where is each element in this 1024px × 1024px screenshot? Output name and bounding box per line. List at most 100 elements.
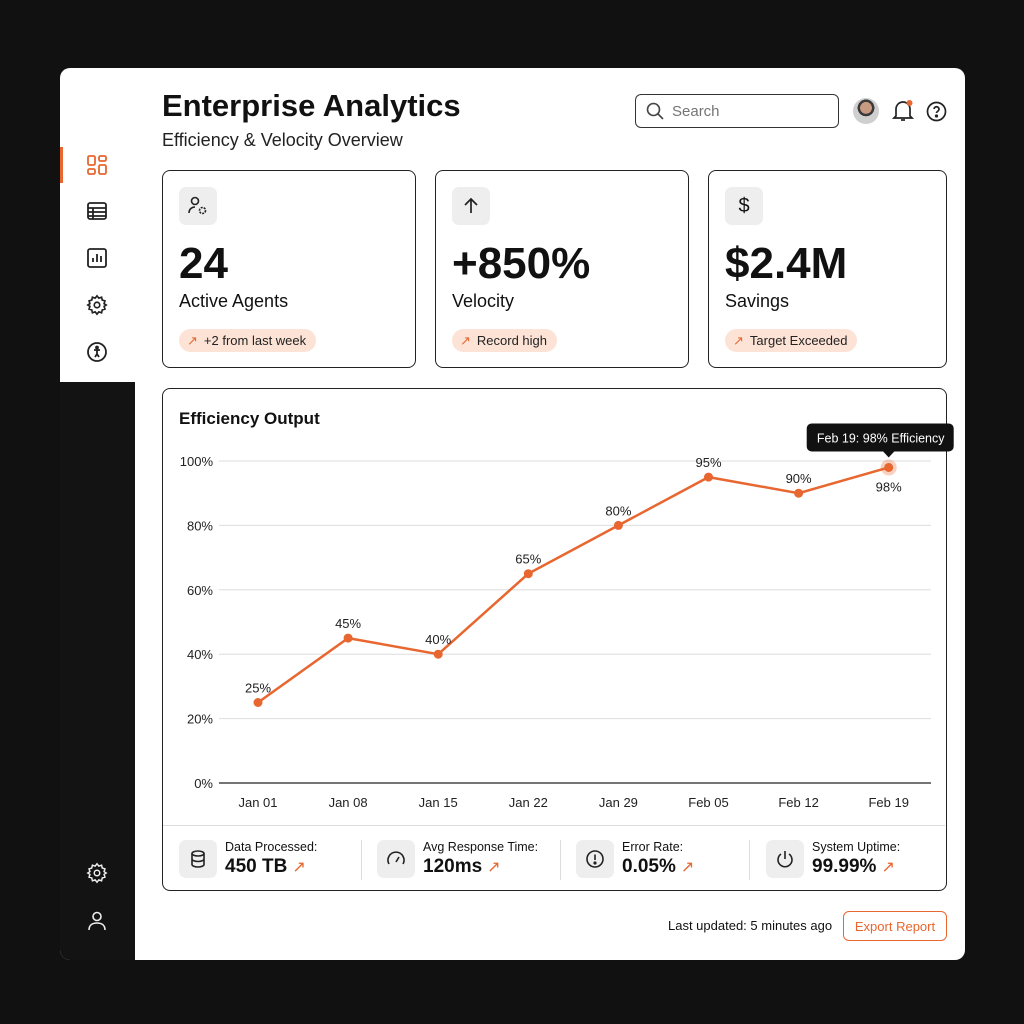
data-label: 95%	[695, 455, 721, 470]
data-point	[794, 488, 804, 498]
data-point	[884, 462, 894, 472]
tooltip-box	[806, 423, 954, 452]
data-point	[343, 633, 353, 643]
metric-value: 450 TB ↗	[225, 856, 306, 878]
x-tick-label: Jan 22	[509, 795, 548, 810]
metric-label: Error Rate:	[622, 840, 684, 854]
metric-value-text: 0.05%	[622, 856, 676, 877]
arrow-up-right-icon: ↗	[881, 859, 895, 876]
stat-badge: ↗ Record high	[452, 329, 558, 352]
y-tick-label: 20%	[187, 712, 213, 727]
page-title: Enterprise Analytics	[162, 88, 461, 123]
divider	[749, 840, 750, 880]
active-indicator	[60, 147, 63, 183]
last-updated: Last updated: 5 minutes ago	[668, 918, 833, 933]
metric-value-text: 450 TB	[225, 856, 288, 877]
export-report-button[interactable]: Export Report	[843, 911, 947, 941]
stat-badge: ↗ Target Exceeded	[725, 329, 858, 352]
accessibility-icon	[87, 342, 107, 362]
dashboard-icon	[87, 155, 107, 175]
arrow-up-right-icon: ↗	[733, 332, 744, 348]
power-icon	[777, 851, 793, 868]
badge-text: Target Exceeded	[749, 333, 848, 348]
data-point	[704, 472, 713, 482]
data-label: 25%	[245, 681, 271, 696]
data-label: 45%	[335, 616, 361, 631]
x-tick-label: Feb 19	[868, 795, 908, 810]
arrow-up-right-icon: ↗	[187, 332, 198, 348]
data-point	[433, 649, 443, 659]
y-tick-label: 100%	[180, 454, 214, 469]
sidebar-item-table[interactable]	[82, 196, 112, 226]
metric-label: Data Processed:	[225, 840, 318, 854]
stat-label: Savings	[725, 291, 790, 311]
sidebar-item-settings-bottom[interactable]	[82, 858, 112, 888]
stat-value: $2.4M	[725, 239, 848, 288]
data-label: 98%	[876, 479, 902, 494]
x-tick-label: Jan 15	[419, 795, 458, 810]
y-tick-label: 0%	[194, 776, 213, 791]
tooltip-pointer	[882, 450, 895, 458]
metric-label: System Uptime:	[812, 840, 901, 854]
search-input[interactable]	[672, 102, 822, 120]
data-label: 65%	[515, 552, 541, 567]
data-label: 90%	[786, 471, 812, 486]
avatar[interactable]	[853, 98, 879, 124]
sidebar-item-settings[interactable]	[82, 290, 112, 320]
alert-circle-icon	[586, 850, 604, 868]
stat-label: Active Agents	[179, 291, 289, 311]
stat-label: Velocity	[452, 291, 515, 311]
stat-card-active-agents: 24 Active Agents ↗ +2 from last week	[162, 170, 416, 368]
y-tick-label: 80%	[187, 518, 213, 533]
metric-value: 99.99% ↗	[812, 856, 895, 878]
dollar-icon: $	[738, 194, 750, 217]
divider	[560, 840, 561, 880]
arrow-up-right-icon: ↗	[460, 332, 471, 348]
page-subtitle: Efficiency & Velocity Overview	[162, 130, 403, 150]
help-icon[interactable]	[926, 101, 947, 122]
user-icon	[88, 911, 106, 931]
badge-text: +2 from last week	[203, 333, 307, 348]
x-tick-label: Jan 01	[238, 795, 277, 810]
x-tick-label: Feb 05	[688, 795, 728, 810]
metric-label: Avg Response Time:	[423, 840, 539, 854]
stat-value: 24	[179, 239, 228, 288]
user-gear-icon	[188, 196, 207, 215]
search-box[interactable]	[635, 94, 839, 128]
database-icon	[191, 850, 205, 868]
metric-value-text: 99.99%	[812, 856, 877, 877]
data-point	[253, 698, 263, 707]
arrow-up-right-icon: ↗	[292, 859, 306, 876]
sidebar-item-profile[interactable]	[82, 906, 112, 936]
y-tick-label: 60%	[187, 583, 213, 598]
bell-icon[interactable]	[892, 99, 914, 123]
arrow-up-right-icon: ↗	[680, 859, 695, 876]
data-point	[613, 520, 623, 530]
data-point	[523, 569, 533, 579]
efficiency-chart-panel: Efficiency Output 0% 20% 40% 60% 80% 100% Jan …	[162, 388, 954, 891]
chart-title: Efficiency Output	[179, 409, 320, 428]
x-tick-label: Jan 29	[599, 795, 638, 810]
sidebar-item-dashboard[interactable]	[82, 150, 112, 180]
stat-card-savings: $ $2.4M Savings ↗ Target Exceeded	[708, 170, 947, 368]
table-icon	[87, 202, 107, 220]
data-label: 80%	[605, 503, 631, 518]
arrow-up-icon	[464, 197, 478, 213]
speedometer-icon	[387, 851, 405, 865]
y-tick-label: 40%	[187, 647, 213, 662]
tooltip-text: Feb 19: 98% Efficiency	[817, 431, 945, 445]
arrow-up-right-icon: ↗	[487, 859, 501, 876]
sidebar-item-reports[interactable]	[82, 243, 112, 273]
gear-icon	[86, 294, 108, 316]
badge-text: Record high	[476, 333, 548, 348]
gear-icon	[86, 862, 108, 884]
data-label: 40%	[425, 632, 451, 647]
x-tick-label: Feb 12	[778, 795, 818, 810]
efficiency-line-chart: 0% 20% 40% 60% 80% 100% Jan 01 Jan 08 Jan 15 Jan …	[180, 423, 954, 810]
metrics-footer: Data Processed: 450 TB ↗ Avg Response Time…	[163, 825, 945, 891]
stat-value: +850%	[452, 239, 591, 288]
bar-chart-icon	[87, 248, 107, 268]
series-line	[257, 466, 890, 704]
sidebar-item-accessibility[interactable]	[82, 337, 112, 367]
search-icon	[646, 102, 664, 120]
